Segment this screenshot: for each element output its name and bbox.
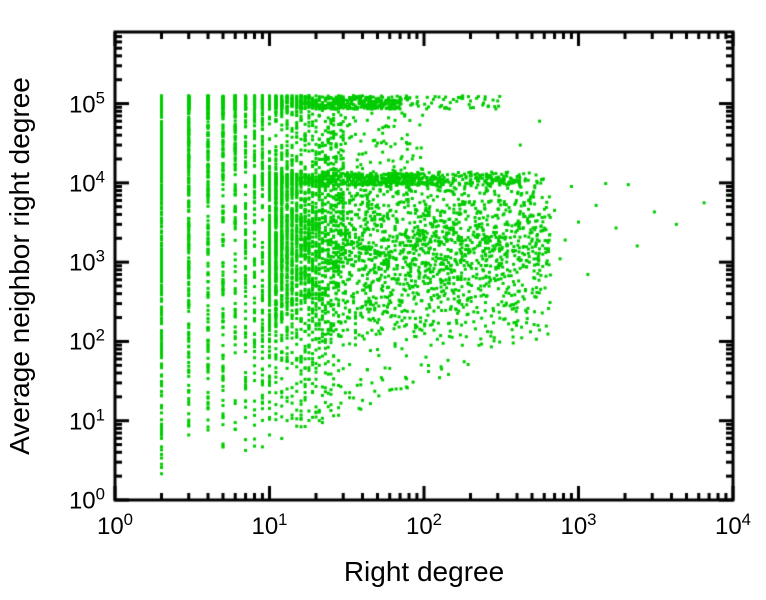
x-tick-label: 102 [405,510,443,540]
x-axis-title: Right degree [343,556,505,587]
y-tick-label: 100 [68,484,105,515]
x-tick-label: 100 [96,510,134,540]
y-tick-label: 105 [68,88,105,119]
y-tick-label: 104 [68,167,105,198]
x-tick-label: 104 [714,510,752,540]
x-tick-label: 103 [560,510,597,540]
y-tick-label: 103 [68,246,105,277]
y-tick-label: 102 [68,325,105,356]
x-tick-label: 101 [251,510,288,540]
y-tick-label: 101 [68,405,105,436]
y-axis-title: Average neighbor right degree [4,77,35,455]
